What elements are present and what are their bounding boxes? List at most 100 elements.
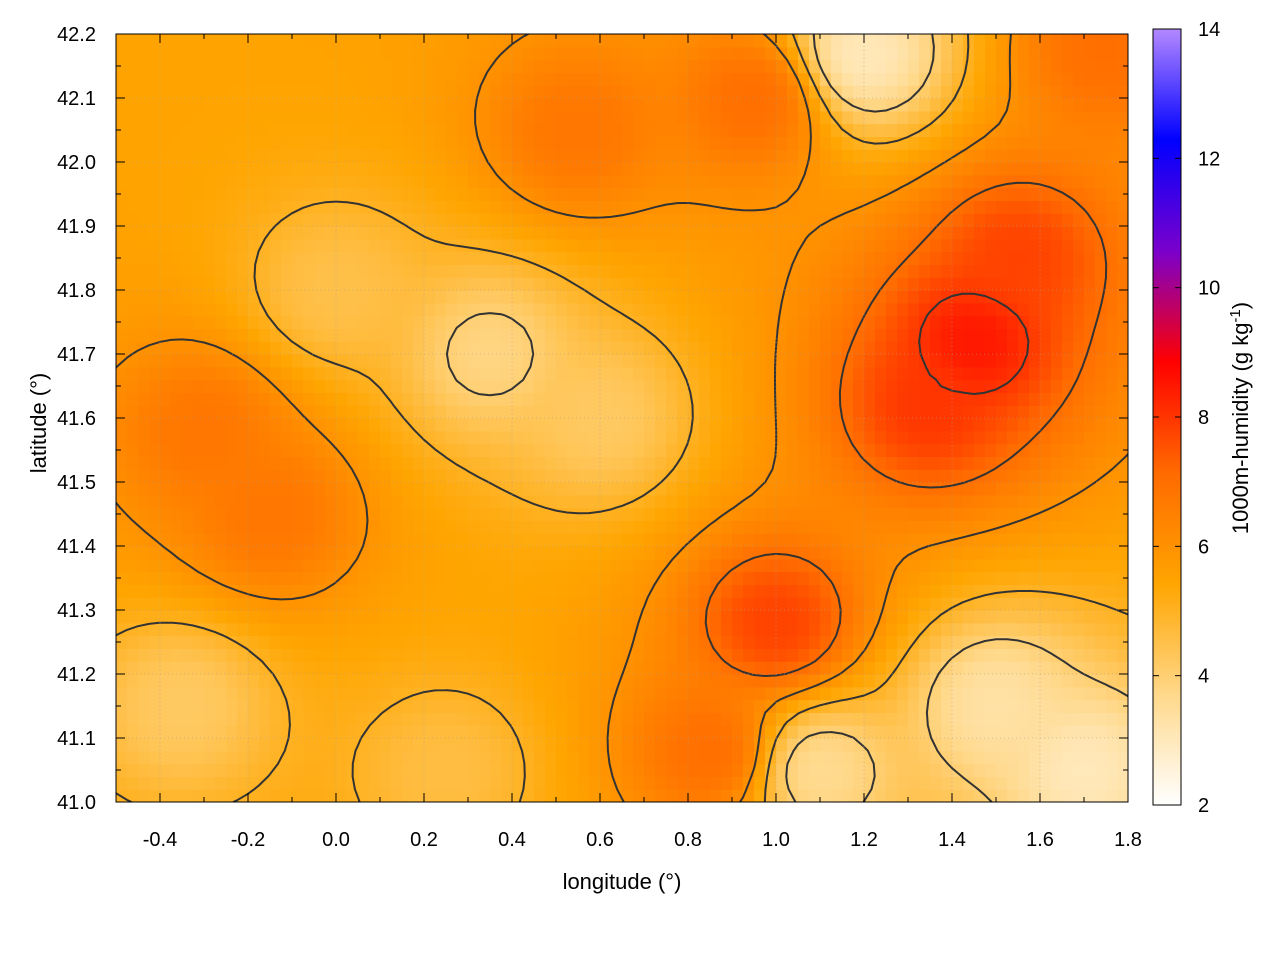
field-cell — [875, 238, 887, 253]
field-cell — [633, 149, 645, 163]
field-cell — [556, 174, 568, 189]
field-cell — [600, 597, 612, 611]
field-cell — [424, 187, 436, 201]
field-cell — [699, 610, 711, 624]
field-cell — [1018, 430, 1030, 445]
field-cell — [204, 430, 216, 445]
field-cell — [809, 469, 821, 483]
field-cell — [325, 763, 337, 777]
field-cell — [765, 686, 777, 701]
field-cell — [677, 174, 689, 189]
field-cell — [1040, 661, 1052, 675]
field-cell — [1106, 110, 1118, 125]
field-cell — [479, 290, 491, 304]
field-cell — [1073, 520, 1085, 534]
field-cell — [1018, 776, 1030, 790]
field-cell — [512, 366, 524, 381]
field-cell — [127, 443, 139, 457]
field-cell — [776, 648, 788, 662]
field-cell — [974, 187, 986, 201]
field-cell — [699, 686, 711, 701]
field-cell — [270, 763, 282, 777]
field-cell — [622, 251, 634, 265]
field-cell — [710, 443, 722, 457]
field-cell — [974, 392, 986, 406]
field-cell — [820, 443, 832, 457]
field-cell — [1062, 776, 1074, 790]
field-cell — [402, 379, 414, 393]
field-cell — [424, 174, 436, 189]
field-cell — [402, 750, 414, 765]
field-cell — [501, 379, 513, 393]
field-cell — [149, 392, 161, 406]
field-cell — [567, 264, 579, 278]
field-cell — [270, 136, 282, 150]
field-cell — [325, 469, 337, 483]
field-cell — [160, 546, 172, 560]
field-cell — [831, 200, 843, 214]
field-cell — [435, 187, 447, 201]
field-cell — [215, 661, 227, 675]
field-cell — [743, 558, 755, 573]
field-cell — [1040, 302, 1052, 317]
field-cell — [127, 482, 139, 496]
field-cell — [171, 187, 183, 201]
field-cell — [600, 699, 612, 713]
field-cell — [556, 738, 568, 752]
field-cell — [1073, 110, 1085, 125]
field-cell — [1029, 366, 1041, 381]
field-cell — [182, 469, 194, 483]
field-cell — [226, 290, 238, 304]
field-cell — [1117, 763, 1128, 777]
field-cell — [897, 507, 909, 521]
field-cell — [985, 725, 997, 739]
field-cell — [985, 533, 997, 547]
field-cell — [655, 686, 667, 701]
field-cell — [853, 520, 865, 534]
field-cell — [820, 635, 832, 649]
field-cell — [721, 686, 733, 701]
field-cell — [303, 290, 315, 304]
field-cell — [259, 546, 271, 560]
field-cell — [908, 418, 920, 432]
field-cell — [710, 238, 722, 253]
field-cell — [578, 584, 590, 598]
field-cell — [831, 520, 843, 534]
field-cell — [446, 712, 458, 726]
field-cell — [875, 277, 887, 291]
field-cell — [809, 443, 821, 457]
field-cell — [1018, 597, 1030, 611]
field-cell — [952, 648, 964, 662]
field-cell — [875, 302, 887, 317]
field-cell — [897, 200, 909, 214]
field-cell — [985, 213, 997, 227]
field-cell — [171, 571, 183, 585]
field-cell — [1106, 341, 1118, 355]
field-cell — [996, 200, 1008, 214]
field-cell — [226, 123, 238, 137]
field-cell — [732, 238, 744, 253]
field-cell — [1018, 392, 1030, 406]
field-cell — [402, 776, 414, 790]
field-cell — [875, 776, 887, 790]
field-cell — [886, 738, 898, 752]
field-cell — [853, 738, 865, 752]
field-cell — [809, 200, 821, 214]
field-cell — [941, 469, 953, 483]
field-cell — [1073, 661, 1085, 675]
field-cell — [765, 674, 777, 688]
field-cell — [963, 341, 975, 355]
field-cell — [1062, 635, 1074, 649]
field-cell — [380, 750, 392, 765]
field-cell — [622, 533, 634, 547]
field-cell — [765, 226, 777, 240]
field-cell — [1018, 520, 1030, 534]
field-cell — [1117, 315, 1128, 329]
field-cell — [820, 136, 832, 150]
field-cell — [1106, 354, 1118, 368]
field-cell — [809, 584, 821, 598]
field-cell — [743, 110, 755, 125]
field-cell — [336, 738, 348, 752]
field-cell — [336, 443, 348, 457]
